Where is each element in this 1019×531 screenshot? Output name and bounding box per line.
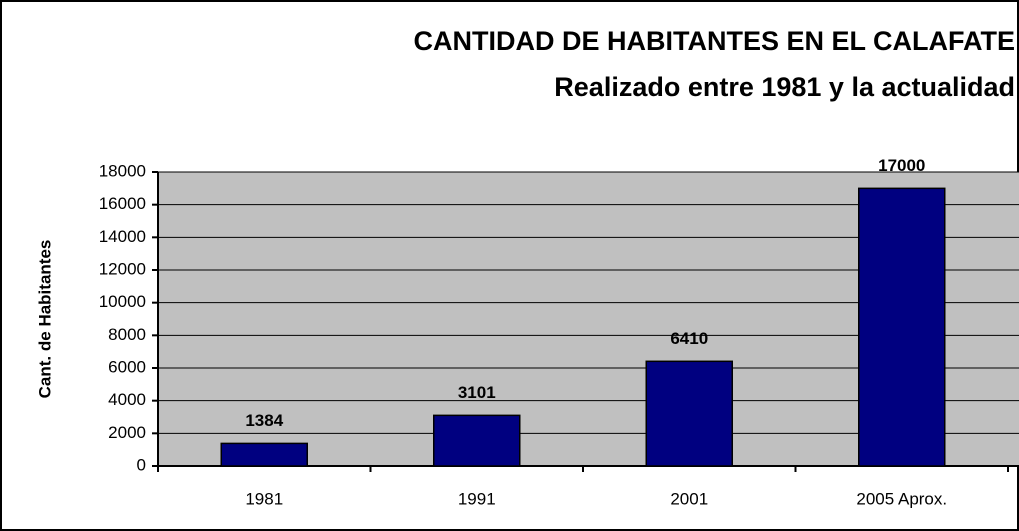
- y-tick-label: 10000: [99, 292, 146, 311]
- y-tick-label: 18000: [99, 161, 146, 180]
- y-tick-label: 12000: [99, 259, 146, 278]
- y-tick-label: 16000: [99, 194, 146, 213]
- data-label: 1384: [245, 411, 283, 430]
- y-tick-label: 4000: [108, 390, 146, 409]
- x-tick-label: 2001: [670, 489, 708, 508]
- bar: [858, 187, 946, 467]
- x-tick-label: 1991: [458, 489, 496, 508]
- x-tick-label: 2005 Aprox.: [856, 489, 947, 508]
- data-label: 17000: [878, 156, 925, 175]
- x-tick-label: 1981: [245, 489, 283, 508]
- y-tick-label: 2000: [108, 423, 146, 442]
- data-label: 3101: [458, 383, 496, 402]
- data-label: 6410: [670, 329, 708, 348]
- chart-subtitle: Realizado entre 1981 y la actualidad: [554, 72, 1015, 102]
- chart-title: CANTIDAD DE HABITANTES EN EL CALAFATE: [413, 26, 1015, 56]
- bar: [220, 442, 308, 467]
- y-tick-label: 0: [137, 455, 146, 474]
- y-tick-label: 8000: [108, 325, 146, 344]
- y-tick-label: 6000: [108, 357, 146, 376]
- y-tick-label: 14000: [99, 227, 146, 246]
- bar: [645, 360, 733, 467]
- bar: [433, 414, 521, 467]
- y-axis-label: Cant. de Habitantes: [35, 240, 54, 399]
